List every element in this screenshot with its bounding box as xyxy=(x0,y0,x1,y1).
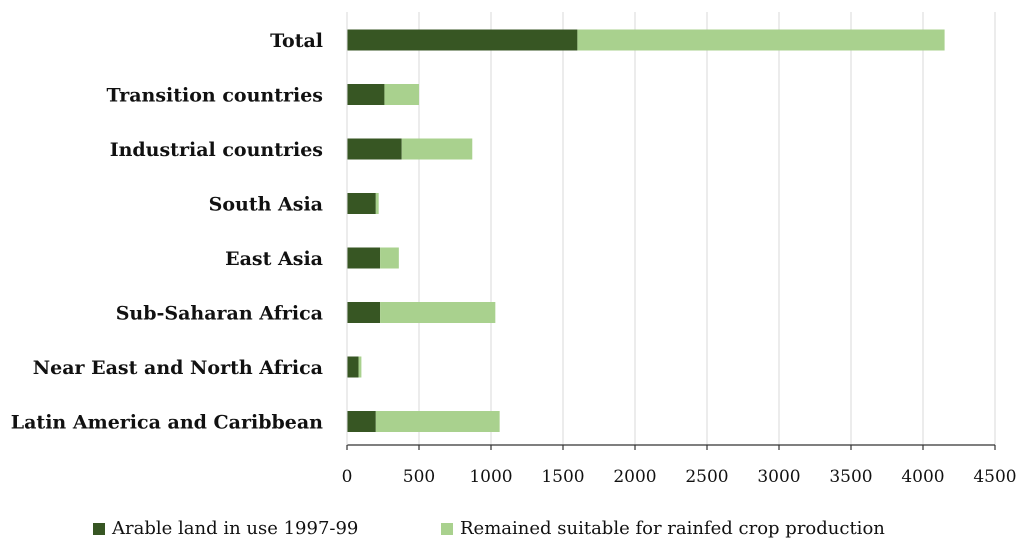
x-tick-label: 4000 xyxy=(901,467,944,487)
bar-arable-in-use xyxy=(347,29,578,51)
category-label: Industrial countries xyxy=(110,139,323,161)
category-label: Transition countries xyxy=(106,85,323,107)
bar-arable-in-use xyxy=(347,84,385,105)
x-tick-label: 2000 xyxy=(613,467,656,487)
x-tick-label: 4500 xyxy=(973,467,1016,487)
bar-remained-suitable xyxy=(384,84,419,105)
bar-remained-suitable xyxy=(358,356,362,378)
x-tick-label: 3000 xyxy=(757,467,800,487)
legend-label: Remained suitable for rainfed crop produ… xyxy=(460,518,885,539)
category-label: East Asia xyxy=(225,248,323,270)
x-tick-label: 2500 xyxy=(685,467,728,487)
legend-swatch xyxy=(93,523,105,535)
legend: Arable land in use 1997-99 Remained suita… xyxy=(93,518,885,539)
legend-label: Arable land in use 1997-99 xyxy=(111,518,358,539)
x-tick-label: 1500 xyxy=(541,467,584,487)
category-labels: Total Transition countries Industrial coun… xyxy=(11,30,323,434)
category-label: Near East and North Africa xyxy=(33,357,323,379)
bar-remained-suitable xyxy=(380,247,399,269)
axes xyxy=(346,12,996,450)
bar-arable-in-use xyxy=(347,193,376,214)
bar-arable-in-use xyxy=(347,247,381,269)
bar-remained-suitable xyxy=(380,302,496,323)
bar-arable-in-use xyxy=(347,411,376,432)
bar-remained-suitable xyxy=(577,29,945,51)
category-label: Latin America and Caribbean xyxy=(11,412,323,434)
bar-arable-in-use xyxy=(347,356,359,378)
bar-remained-suitable xyxy=(375,193,379,214)
tick-labels: 0 500 1000 1500 2000 2500 3000 3500 4000 4500 xyxy=(342,467,1017,487)
bar-remained-suitable xyxy=(375,411,500,432)
category-label: Total xyxy=(270,30,323,52)
bar-arable-in-use xyxy=(347,138,402,160)
x-tick-label: 500 xyxy=(403,467,435,487)
bar-remained-suitable xyxy=(401,138,473,160)
gridlines xyxy=(418,12,996,445)
x-tick-label: 1000 xyxy=(469,467,512,487)
category-label: Sub-Saharan Africa xyxy=(116,303,323,325)
x-tick-label: 3500 xyxy=(829,467,872,487)
category-label: South Asia xyxy=(209,194,323,216)
bars xyxy=(347,29,945,432)
legend-swatch xyxy=(441,523,453,535)
bar-arable-in-use xyxy=(347,302,381,323)
x-tick-label: 0 xyxy=(342,467,353,487)
